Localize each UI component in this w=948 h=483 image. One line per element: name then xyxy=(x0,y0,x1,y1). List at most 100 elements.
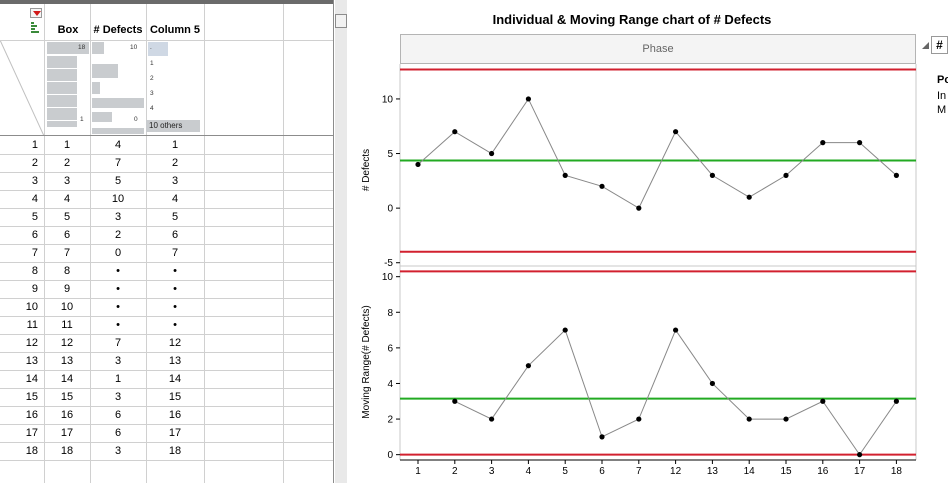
cell-defects[interactable]: 5 xyxy=(114,175,122,187)
phase-drop-zone[interactable]: Phase xyxy=(400,34,916,64)
column-header-box[interactable]: Box xyxy=(57,24,79,36)
cell-defects[interactable]: • xyxy=(116,319,120,331)
cell-defects[interactable]: 3 xyxy=(114,391,122,403)
x-tick-label: 2 xyxy=(452,466,458,477)
filter-icon[interactable] xyxy=(31,22,41,34)
cell-defects[interactable]: • xyxy=(116,283,120,295)
cell-defects[interactable]: 4 xyxy=(114,139,122,151)
cell-box[interactable]: 2 xyxy=(63,157,71,169)
cell-box[interactable]: 16 xyxy=(60,409,74,421)
row-number[interactable]: 8 xyxy=(31,265,38,277)
cell-box[interactable]: 3 xyxy=(63,175,71,187)
row-number[interactable]: 9 xyxy=(31,283,38,295)
cell-box[interactable]: 12 xyxy=(60,337,74,349)
cell-box[interactable]: 14 xyxy=(60,373,74,385)
row-number[interactable]: 1 xyxy=(31,139,38,151)
cell-defects[interactable]: 1 xyxy=(114,373,122,385)
cell-box[interactable]: 5 xyxy=(63,211,71,223)
cell-column5[interactable]: • xyxy=(173,319,177,331)
cell-column5[interactable]: • xyxy=(173,265,177,277)
row-number[interactable]: 6 xyxy=(31,229,38,241)
cell-column5[interactable]: 13 xyxy=(168,355,182,367)
data-point xyxy=(599,434,605,440)
row-number[interactable]: 5 xyxy=(31,211,38,223)
row-number[interactable]: 12 xyxy=(25,337,38,349)
row-divider xyxy=(0,316,333,317)
cell-column5[interactable]: 16 xyxy=(168,409,182,421)
row-number[interactable]: 4 xyxy=(31,193,38,205)
cell-box[interactable]: 6 xyxy=(63,229,71,241)
row-number[interactable]: 2 xyxy=(31,157,38,169)
corner-diagonal xyxy=(0,40,44,136)
column-header-column5[interactable]: Column 5 xyxy=(149,24,201,36)
cell-box[interactable]: 7 xyxy=(63,247,71,259)
cell-defects[interactable]: 6 xyxy=(114,427,122,439)
splitter-knob[interactable] xyxy=(335,14,347,28)
cell-box[interactable]: 18 xyxy=(60,445,74,457)
disclosure-triangle-icon[interactable] xyxy=(922,42,929,49)
header-separator xyxy=(0,135,333,136)
individuals-chart: -5 0 5 10 xyxy=(382,64,917,269)
cell-box[interactable]: 9 xyxy=(63,283,71,295)
cell-box[interactable]: 4 xyxy=(63,193,71,205)
cell-column5[interactable]: 2 xyxy=(171,157,179,169)
cell-column5[interactable]: 3 xyxy=(171,175,179,187)
column-header-defects[interactable]: # Defects xyxy=(93,24,143,36)
y-tick-label: 5 xyxy=(387,149,393,160)
report-pane: Individual & Moving Range chart of # Def… xyxy=(347,0,948,483)
cell-column5[interactable]: 15 xyxy=(168,391,182,403)
cell-defects[interactable]: 3 xyxy=(114,211,122,223)
row-divider xyxy=(0,334,333,335)
side-panel-text: M xyxy=(937,104,947,116)
cell-column5[interactable]: 5 xyxy=(171,211,179,223)
cell-column5[interactable]: 6 xyxy=(171,229,179,241)
cell-column5[interactable]: 7 xyxy=(171,247,179,259)
row-divider xyxy=(0,388,333,389)
cell-defects[interactable]: 7 xyxy=(114,337,122,349)
cell-column5[interactable]: 14 xyxy=(168,373,182,385)
row-number[interactable]: 3 xyxy=(31,175,38,187)
row-number[interactable]: 16 xyxy=(25,409,38,421)
column5-level-label: 1 xyxy=(150,60,154,67)
row-number[interactable]: 17 xyxy=(25,427,38,439)
cell-box[interactable]: 17 xyxy=(60,427,74,439)
row-number[interactable]: 13 xyxy=(25,355,38,367)
table-menu-button[interactable] xyxy=(30,8,42,18)
cell-column5[interactable]: • xyxy=(173,283,177,295)
cell-box[interactable]: 10 xyxy=(60,301,74,313)
cell-column5[interactable]: 12 xyxy=(168,337,182,349)
row-number[interactable]: 10 xyxy=(25,301,38,313)
red-triangle-icon xyxy=(33,11,41,16)
row-number[interactable]: 15 xyxy=(25,391,38,403)
cell-column5[interactable]: 17 xyxy=(168,427,182,439)
defects-min-label: 0 xyxy=(134,116,138,123)
row-number[interactable]: 18 xyxy=(25,445,38,457)
cell-defects[interactable]: 7 xyxy=(114,157,122,169)
cell-column5[interactable]: • xyxy=(173,301,177,313)
cell-box[interactable]: 13 xyxy=(60,355,74,367)
data-point xyxy=(857,140,863,146)
cell-defects[interactable]: • xyxy=(116,301,120,313)
cell-box[interactable]: 15 xyxy=(60,391,74,403)
cell-column5[interactable]: 1 xyxy=(171,139,179,151)
cell-defects[interactable]: 3 xyxy=(114,355,122,367)
data-point xyxy=(525,96,531,102)
y-axis-label-individuals: # Defects xyxy=(361,149,372,191)
row-number[interactable]: 7 xyxy=(31,247,38,259)
cell-defects[interactable]: 10 xyxy=(111,193,125,205)
row-number[interactable]: 14 xyxy=(25,373,38,385)
cell-box[interactable]: 8 xyxy=(63,265,71,277)
cell-defects[interactable]: 3 xyxy=(114,445,122,457)
cell-column5[interactable]: 18 xyxy=(168,445,182,457)
cell-defects[interactable]: 0 xyxy=(114,247,122,259)
cell-box[interactable]: 11 xyxy=(61,319,73,331)
cell-defects[interactable]: • xyxy=(116,265,120,277)
row-divider xyxy=(0,424,333,425)
cell-column5[interactable]: 4 xyxy=(171,193,179,205)
cell-defects[interactable]: 6 xyxy=(114,409,122,421)
cell-defects[interactable]: 2 xyxy=(114,229,122,241)
pane-splitter[interactable] xyxy=(335,0,347,483)
cell-box[interactable]: 1 xyxy=(63,139,71,151)
row-number[interactable]: 11 xyxy=(26,319,38,331)
